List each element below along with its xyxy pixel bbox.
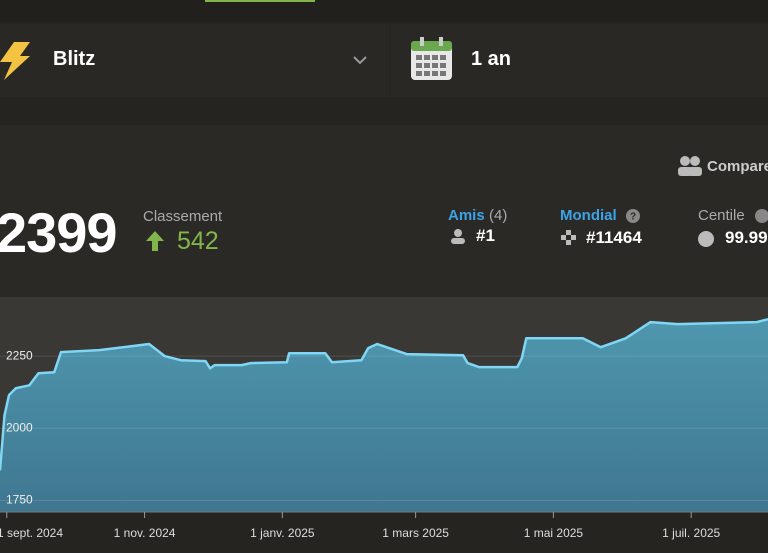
- help-icon[interactable]: [755, 209, 768, 223]
- period-label: 1 an: [471, 48, 512, 70]
- x-tick-label: 1 juil. 2025: [662, 526, 720, 540]
- calendar-icon: [411, 37, 452, 80]
- world-rank: #11464: [586, 228, 642, 247]
- x-tick-label: 1 sept. 2024: [0, 526, 63, 540]
- active-tab-indicator: [205, 0, 315, 2]
- y-tick-label: 2000: [6, 420, 33, 434]
- percentile-value: 99.99: [725, 228, 768, 247]
- x-tick-label: 1 mars 2025: [382, 526, 449, 540]
- percentile-icon: [698, 231, 714, 247]
- x-tick-label: 1 mai 2025: [524, 526, 584, 540]
- rating-label: Classement: [143, 208, 223, 225]
- variant-label: Blitz: [53, 48, 96, 70]
- y-tick-label: 1750: [6, 493, 33, 507]
- top-bar: [0, 0, 768, 22]
- chevron: [353, 56, 367, 65]
- variant-select[interactable]: Blitz: [0, 24, 389, 97]
- friends-count: (4): [489, 207, 508, 224]
- rating-line: [0, 317, 768, 471]
- x-tick-label: 1 janv. 2025: [250, 526, 315, 540]
- percentile-label: Centile: [698, 207, 745, 224]
- svg-text:?: ?: [630, 212, 636, 223]
- y-tick-label: 2250: [6, 348, 33, 362]
- friends-rank: #1: [476, 226, 495, 245]
- compare-icon: [678, 156, 702, 176]
- rating-chart: 1750 2000 2250 1 sept. 2024 1 nov. 2024 1 jan…: [0, 297, 768, 540]
- x-tick-label: 1 nov. 2024: [114, 526, 176, 540]
- period-select[interactable]: 1 an: [390, 24, 768, 97]
- rating-change: 542: [177, 227, 219, 255]
- area-fill: [0, 319, 768, 512]
- stats-panel: Comparer 2399 Classement 542 Amis (4) #1…: [0, 125, 768, 297]
- compare-button[interactable]: Comparer: [707, 158, 768, 175]
- help-icon[interactable]: ?: [626, 209, 640, 223]
- friends-label: Amis: [448, 207, 485, 224]
- rating: 2399: [0, 201, 118, 264]
- person-icon: [451, 229, 465, 244]
- world-label: Mondial: [560, 207, 617, 224]
- board-icon: [561, 230, 576, 245]
- bolt-icon: [0, 42, 30, 80]
- up-arrow: [146, 231, 164, 251]
